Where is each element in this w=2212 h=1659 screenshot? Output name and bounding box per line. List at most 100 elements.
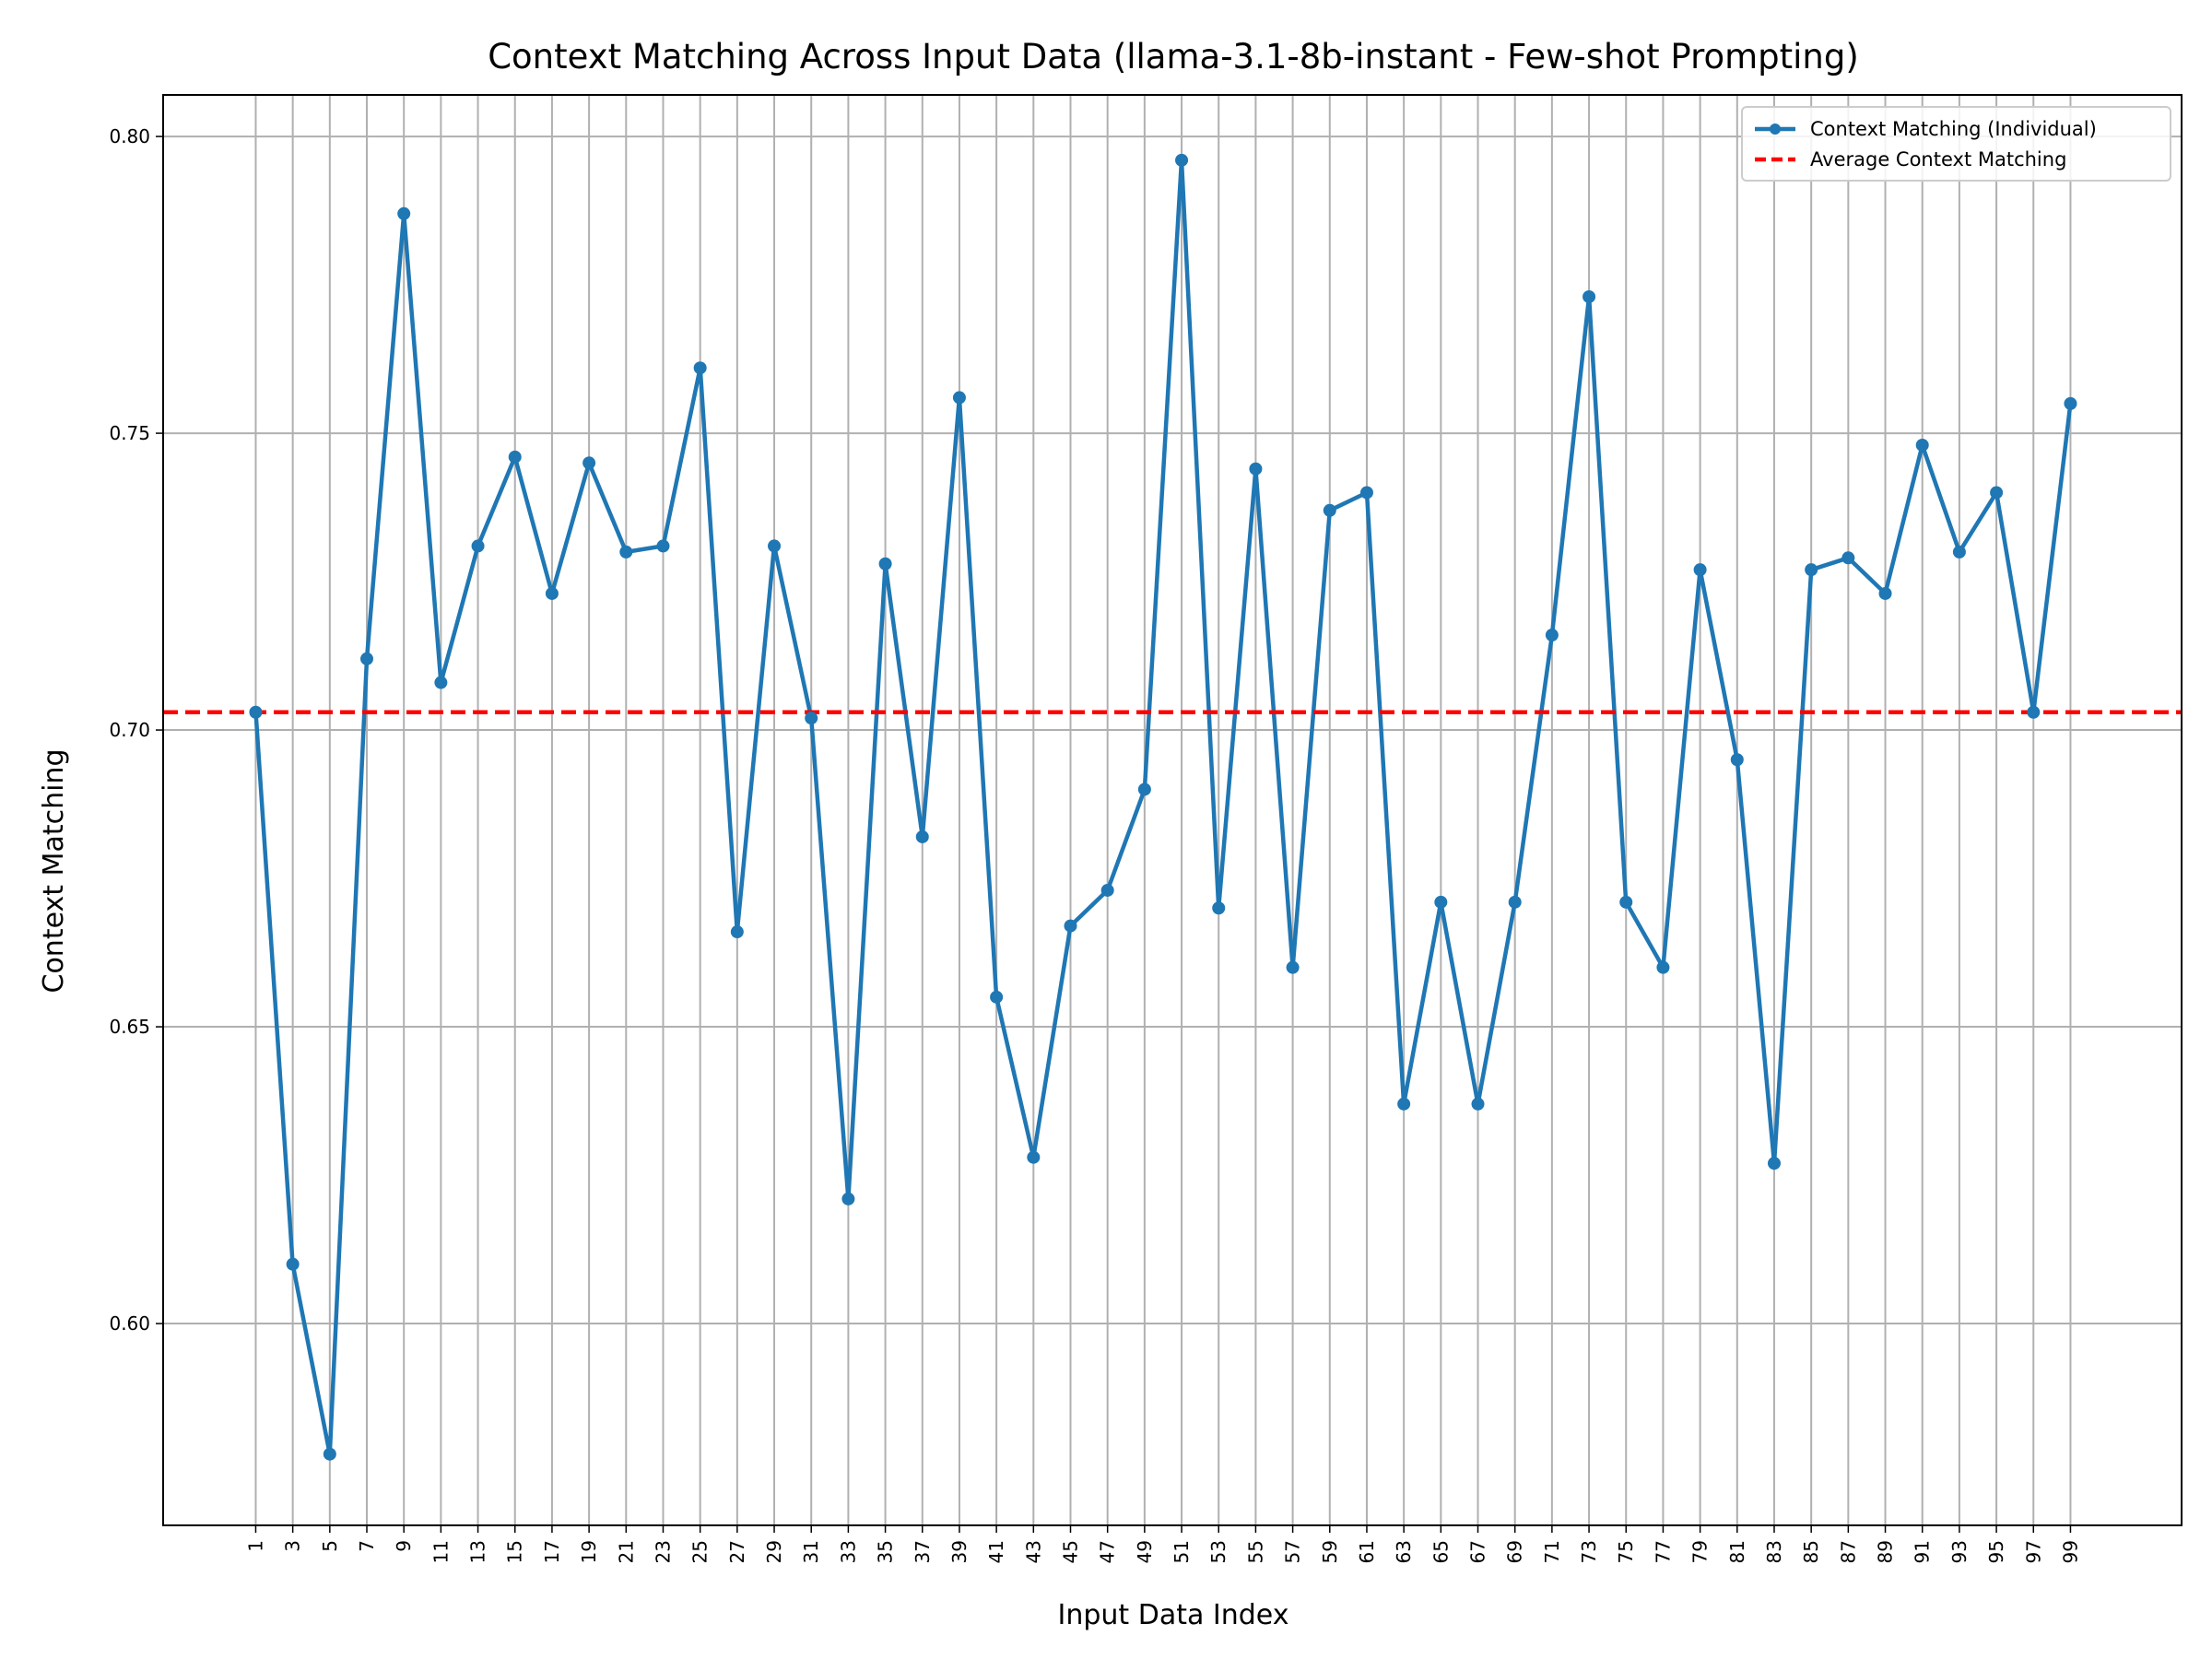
- plot-series: [163, 153, 2182, 1461]
- x-tick-label: 27: [726, 1540, 748, 1563]
- data-point: [730, 925, 744, 939]
- chart-title: Context Matching Across Input Data (llam…: [488, 37, 1859, 76]
- x-tick-label: 95: [1985, 1540, 2007, 1563]
- x-tick-label: 45: [1059, 1540, 1081, 1563]
- data-point: [397, 206, 411, 220]
- data-point: [990, 990, 1004, 1004]
- data-point: [768, 539, 782, 553]
- x-tick-label: 91: [1912, 1540, 1934, 1563]
- x-axis-label: Input Data Index: [1058, 1599, 1289, 1631]
- legend-marker-individual: [1770, 124, 1781, 135]
- x-tick-label: 69: [1504, 1540, 1526, 1563]
- x-tick-label: 73: [1578, 1540, 1600, 1563]
- x-tick-label: 39: [948, 1540, 971, 1563]
- legend: Context Matching (Individual) Average Con…: [1741, 106, 2171, 182]
- x-tick-label: 53: [1207, 1540, 1230, 1563]
- data-point: [1249, 462, 1263, 476]
- data-point: [508, 450, 522, 464]
- data-point: [323, 1447, 336, 1461]
- x-tick-label: 81: [1726, 1540, 1748, 1563]
- x-tick-label: 5: [319, 1540, 341, 1552]
- data-point: [286, 1257, 300, 1271]
- data-point: [1767, 1157, 1781, 1171]
- x-tick-label: 33: [837, 1540, 859, 1563]
- data-point: [434, 676, 448, 689]
- x-tick-label: 65: [1430, 1540, 1452, 1563]
- data-point: [1100, 883, 1114, 897]
- x-tick-label: 75: [1615, 1540, 1637, 1563]
- x-tick-label: 51: [1171, 1540, 1193, 1563]
- data-point: [1027, 1150, 1041, 1164]
- x-tick-label: 41: [985, 1540, 1007, 1563]
- y-tick-label: 0.60: [109, 1312, 150, 1335]
- x-tick-label: 29: [763, 1540, 785, 1563]
- data-point: [1434, 895, 1448, 909]
- x-tick-label: 85: [1800, 1540, 1822, 1563]
- x-tick-label: 67: [1467, 1540, 1489, 1563]
- x-tick-label: 79: [1689, 1540, 1712, 1563]
- x-tick-label: 9: [393, 1540, 415, 1552]
- data-point: [1693, 563, 1707, 577]
- x-tick-label: 21: [615, 1540, 637, 1563]
- x-tick-label: 47: [1097, 1540, 1119, 1563]
- data-point: [360, 652, 374, 665]
- data-point: [1508, 895, 1522, 909]
- data-point: [952, 391, 966, 405]
- data-point: [1397, 1097, 1411, 1111]
- data-point: [1064, 919, 1077, 933]
- plot-frame: [162, 94, 2183, 1526]
- x-tick-label: 25: [689, 1540, 712, 1563]
- data-point: [1805, 563, 1818, 577]
- data-point: [841, 1192, 855, 1206]
- data-point: [1619, 895, 1633, 909]
- data-point: [1583, 289, 1596, 303]
- x-tick-label: 19: [578, 1540, 600, 1563]
- x-tick-label: 23: [652, 1540, 674, 1563]
- x-tick-label: 83: [1763, 1540, 1785, 1563]
- y-axis-label: Context Matching: [38, 749, 70, 994]
- x-tick-label: 3: [282, 1540, 304, 1552]
- grid: [163, 95, 2182, 1525]
- data-point: [1175, 153, 1189, 167]
- data-point: [1286, 960, 1300, 974]
- y-tick-label: 0.80: [109, 125, 150, 147]
- data-point: [1212, 901, 1226, 915]
- data-point: [1323, 503, 1336, 517]
- data-point: [545, 586, 559, 600]
- x-tick-label: 71: [1541, 1540, 1563, 1563]
- x-tick-label: 97: [2022, 1540, 2044, 1563]
- x-tick-label: 93: [1948, 1540, 1971, 1563]
- x-tick-label: 59: [1319, 1540, 1341, 1563]
- data-point: [1545, 629, 1559, 642]
- legend-box: [1741, 106, 2171, 182]
- data-point: [915, 830, 929, 843]
- x-tick-label: 57: [1282, 1540, 1304, 1563]
- x-tick-label: 7: [356, 1540, 378, 1552]
- data-point: [2064, 396, 2077, 410]
- data-point: [1841, 551, 1855, 565]
- x-tick-label: 61: [1356, 1540, 1378, 1563]
- data-point: [1952, 545, 1966, 559]
- x-tick-label: 55: [1244, 1540, 1266, 1563]
- data-point: [1137, 782, 1151, 796]
- x-tick-label: 13: [467, 1540, 489, 1563]
- y-tick-label: 0.65: [109, 1016, 150, 1038]
- data-point: [1656, 960, 1670, 974]
- data-point: [693, 361, 707, 375]
- y-tick-label: 0.70: [109, 719, 150, 741]
- x-tick-label: 89: [1875, 1540, 1897, 1563]
- data-point: [656, 539, 670, 553]
- data-point: [471, 539, 485, 553]
- x-tick-label: 15: [504, 1540, 526, 1563]
- x-tick-label: 77: [1652, 1540, 1674, 1563]
- data-point: [2027, 705, 2041, 719]
- data-point: [249, 705, 263, 719]
- x-tick-label: 87: [1837, 1540, 1859, 1563]
- legend-label-average: Average Context Matching: [1810, 148, 2066, 171]
- x-tick-label: 11: [429, 1540, 452, 1563]
- x-tick-label: 31: [800, 1540, 822, 1563]
- x-tick-label: 99: [2059, 1540, 2081, 1563]
- data-point: [1915, 438, 1929, 452]
